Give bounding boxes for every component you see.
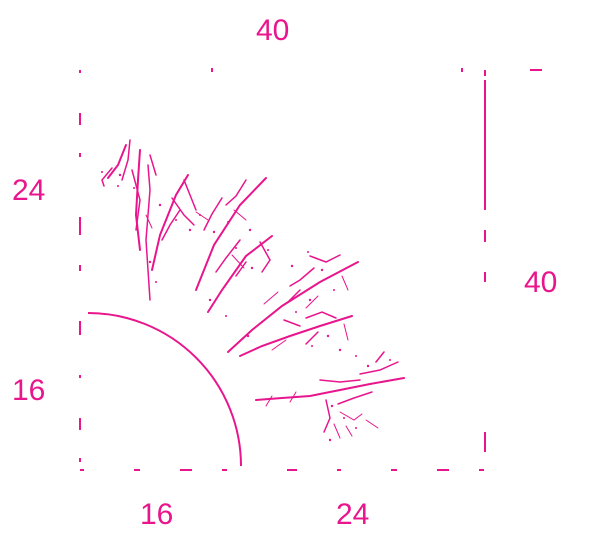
right-height-label: 40 <box>524 266 558 299</box>
left-upper-label: 24 <box>12 174 46 207</box>
quarter-circle-arc <box>87 312 242 467</box>
bottom-right-label: 24 <box>336 498 370 531</box>
bottom-left-label: 16 <box>140 498 174 531</box>
left-lower-label: 16 <box>12 374 46 407</box>
frame <box>79 68 542 471</box>
fractal-speckles <box>101 171 391 442</box>
top-width-label: 40 <box>256 14 290 47</box>
fractal-strokes <box>101 139 405 439</box>
